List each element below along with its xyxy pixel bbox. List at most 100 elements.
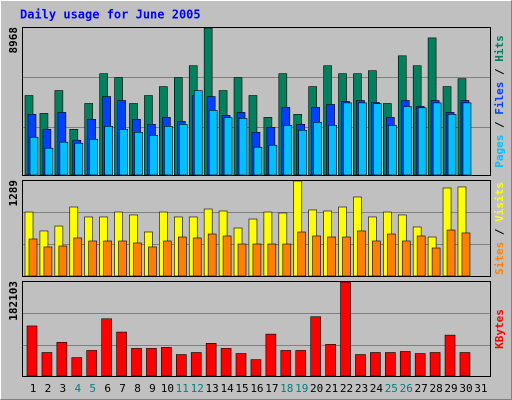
- x-tick-label: 13: [206, 382, 219, 395]
- bar: [461, 232, 471, 277]
- bar: [208, 110, 218, 176]
- bar: [417, 107, 427, 176]
- x-tick-label: 1: [30, 382, 37, 395]
- bar: [357, 230, 366, 277]
- bar: [164, 126, 173, 176]
- bar: [237, 243, 247, 277]
- bar: [207, 233, 217, 277]
- bar: [73, 237, 83, 277]
- bar: [161, 347, 172, 377]
- bar: [429, 352, 441, 377]
- bar: [358, 102, 367, 176]
- bar: [327, 236, 336, 277]
- x-tick-label: 19: [295, 382, 308, 395]
- x-tick-label: 24: [370, 382, 384, 395]
- bar: [444, 334, 456, 377]
- bar: [387, 233, 396, 277]
- bar: [104, 126, 113, 176]
- bar: [267, 243, 277, 277]
- bar: [416, 235, 426, 277]
- bar: [74, 142, 84, 176]
- y-tick-label: 182103: [7, 281, 20, 321]
- x-tick-label: 25: [385, 382, 398, 395]
- x-tick-label: 26: [400, 382, 413, 395]
- bar: [101, 318, 112, 377]
- panel: [22, 27, 491, 176]
- bar: [399, 351, 411, 377]
- x-tick-label: 28: [429, 382, 442, 395]
- bar: [29, 136, 39, 176]
- bar: [447, 114, 457, 176]
- legend-separator: /: [493, 115, 506, 135]
- chart-title: Daily usage for June 2005: [20, 8, 201, 22]
- legend-separator: /: [493, 222, 506, 242]
- bar: [133, 242, 142, 277]
- bar: [176, 354, 187, 377]
- bar: [432, 102, 442, 176]
- bar: [56, 341, 68, 377]
- bar: [253, 146, 263, 176]
- bar: [265, 333, 277, 377]
- bar: [370, 352, 381, 377]
- bar: [41, 352, 53, 377]
- bar: [385, 352, 396, 377]
- legend-entry: Sites: [493, 242, 506, 275]
- bar: [222, 235, 232, 277]
- bar: [26, 325, 38, 377]
- bar: [163, 240, 172, 277]
- y-tick-label: 1289: [7, 180, 20, 207]
- legend: KBytes: [493, 309, 506, 349]
- bar: [28, 238, 38, 277]
- bar: [58, 245, 68, 277]
- bar: [192, 237, 202, 277]
- x-tick-label: 16: [250, 382, 263, 395]
- bar: [298, 130, 308, 176]
- bar: [328, 125, 337, 176]
- x-tick-label: 15: [235, 382, 248, 395]
- panel: [22, 281, 491, 377]
- legend-entry: Files: [493, 82, 506, 115]
- bar: [310, 316, 321, 377]
- x-tick-label: 22: [340, 382, 353, 395]
- bar: [190, 352, 202, 377]
- bar: [86, 350, 98, 377]
- bar: [178, 236, 187, 277]
- bar: [282, 243, 292, 277]
- x-tick-label: 4: [74, 382, 81, 395]
- bar: [148, 246, 157, 277]
- x-tick-label: 17: [265, 382, 278, 395]
- x-tick-label: 12: [191, 382, 204, 395]
- bar: [373, 103, 382, 176]
- x-tick-label: 7: [119, 382, 126, 395]
- y-tick-label: 8968: [7, 27, 20, 54]
- bar: [252, 243, 262, 277]
- bar: [340, 281, 351, 377]
- x-tick-label: 8: [134, 382, 141, 395]
- bar: [446, 229, 456, 277]
- bar: [220, 348, 232, 377]
- bar: [118, 240, 127, 277]
- bar: [268, 144, 278, 176]
- x-tick-label: 10: [161, 382, 174, 395]
- bar: [131, 348, 142, 377]
- bar: [295, 350, 307, 377]
- x-tick-label: 18: [280, 382, 293, 395]
- legend-entry: KBytes: [493, 309, 506, 349]
- bar: [388, 125, 397, 176]
- legend-entry: Pages: [493, 135, 506, 168]
- bar: [119, 129, 128, 176]
- bar: [89, 138, 99, 176]
- legend-entry: Visits: [493, 182, 506, 222]
- bar: [43, 246, 53, 277]
- x-tick-label: 23: [355, 382, 368, 395]
- bar: [116, 331, 127, 377]
- bar: [313, 122, 322, 176]
- bar: [280, 350, 292, 377]
- bar: [355, 354, 366, 377]
- panel: [22, 180, 491, 277]
- x-tick-label: 9: [149, 382, 156, 395]
- x-tick-label: 31: [474, 382, 487, 395]
